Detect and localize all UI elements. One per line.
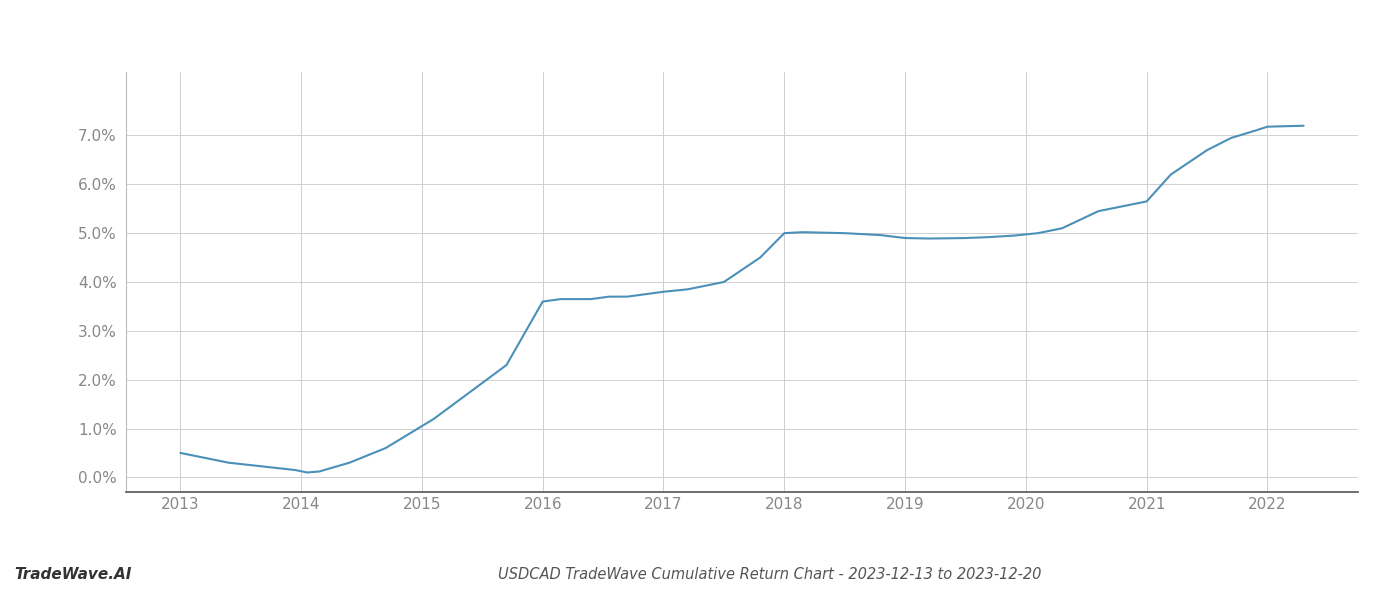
Text: TradeWave.AI: TradeWave.AI	[14, 567, 132, 582]
Text: USDCAD TradeWave Cumulative Return Chart - 2023-12-13 to 2023-12-20: USDCAD TradeWave Cumulative Return Chart…	[498, 567, 1042, 582]
